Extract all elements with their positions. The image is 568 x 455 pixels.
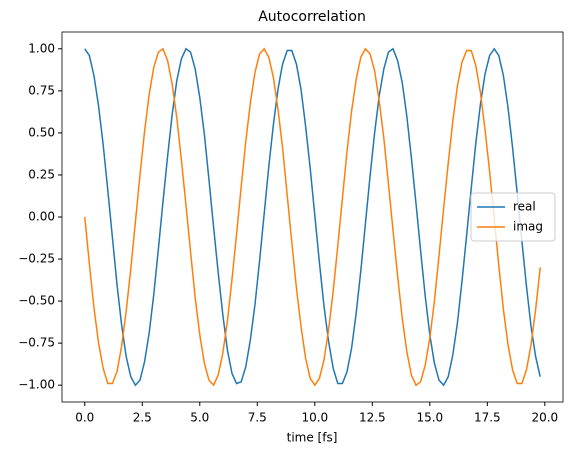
y-tick-label: 0.75 [28,83,55,97]
y-tick-label: −0.25 [18,252,55,266]
series-line [84,47,541,387]
y-tick-label: −1.00 [18,378,55,392]
series-line [84,47,541,387]
y-tick-label: 0.50 [28,125,55,139]
x-tick-label: 7.5 [248,411,267,425]
y-tick-label: 0.25 [28,167,55,181]
y-tick-label: 0.00 [28,210,55,224]
x-tick-label: 17.5 [474,411,501,425]
x-tick-label: 20.0 [531,411,558,425]
y-tick-label: −0.75 [18,336,55,350]
y-tick-label: −0.50 [18,294,55,308]
legend-label: real [513,200,536,214]
plot-frame [61,31,564,403]
legend-label: imag [513,220,543,234]
y-tick-label: 1.00 [28,41,55,55]
x-axis-label: time [fs] [287,431,338,445]
x-tick-label: 5.0 [190,411,209,425]
x-tick-label: 2.5 [133,411,152,425]
chart-title: Autocorrelation [258,9,366,25]
x-tick-label: 10.0 [301,411,328,425]
legend-box [470,192,556,242]
x-tick-label: 15.0 [416,411,443,425]
x-tick-label: 12.5 [359,411,386,425]
x-tick-label: 0.0 [75,411,94,425]
